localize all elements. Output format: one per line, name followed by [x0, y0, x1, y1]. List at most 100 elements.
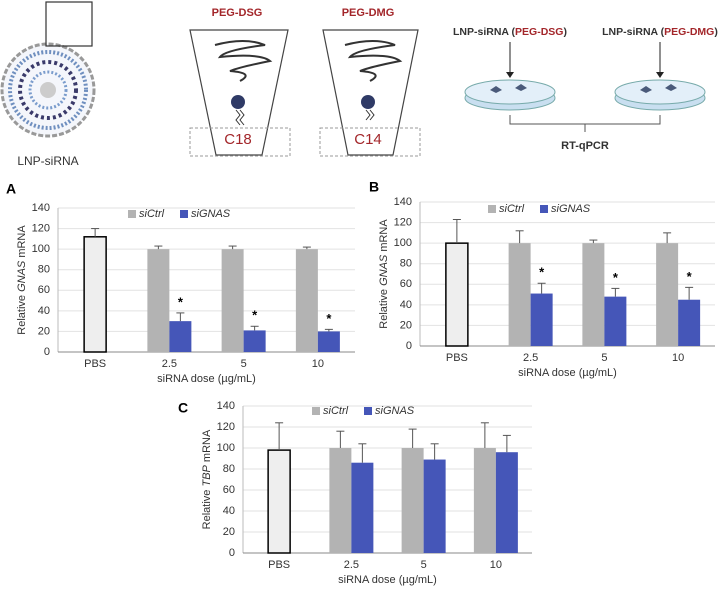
- label-part: TBP: [201, 464, 213, 486]
- error-bar: [663, 232, 672, 244]
- bar: [678, 299, 701, 346]
- x-tick-label: 5: [421, 559, 427, 571]
- chart: B 0 20 40 60 80 100 120 140 Relative GNAS mRNA siR…: [369, 179, 715, 379]
- label-part: Relative: [16, 292, 28, 335]
- chain-label: C18: [224, 131, 252, 148]
- label-part: mRNA: [201, 429, 213, 465]
- legend-label: siGNAS: [191, 208, 231, 220]
- bar: [656, 243, 679, 346]
- error-bar: [611, 287, 620, 297]
- chain-label: C14: [354, 131, 382, 148]
- bar: [267, 449, 291, 554]
- legend-label: siCtrl: [139, 208, 165, 220]
- x-axis-label: siRNA dose (µg/mL): [518, 367, 617, 379]
- x-tick-label: PBS: [446, 352, 468, 364]
- bar: [401, 448, 424, 553]
- y-axis-label: Relative TBP mRNA: [201, 429, 213, 529]
- bar: [147, 249, 170, 352]
- y-tick-label: 20: [38, 325, 50, 337]
- x-tick-label: 10: [312, 358, 324, 370]
- error-bar: [480, 422, 489, 448]
- x-tick-label: PBS: [84, 358, 106, 370]
- x-tick-label: 2.5: [523, 352, 538, 364]
- x-tick-label: 10: [490, 559, 502, 571]
- cone: [189, 29, 289, 156]
- legend-swatch: [364, 407, 372, 415]
- peg-dsg-illustration: PEG-DSG C18: [189, 7, 291, 157]
- legend-swatch: [312, 407, 320, 415]
- legend-swatch: [180, 210, 188, 218]
- error-bar: [408, 428, 417, 448]
- bar: [530, 293, 553, 346]
- lnp-ring: [18, 60, 78, 120]
- bar: [445, 242, 469, 347]
- y-tick-label: 100: [217, 442, 235, 454]
- x-tick-label: PBS: [268, 559, 290, 571]
- error-bar: [430, 443, 439, 460]
- label-part: LNP-siRNA (: [453, 26, 516, 38]
- lipid-head: [231, 95, 245, 109]
- dish-label: LNP-siRNA (PEG-DSG): [453, 26, 567, 38]
- x-axis-label: siRNA dose (µg/mL): [338, 574, 437, 586]
- legend-swatch: [128, 210, 136, 218]
- label-part: GNAS: [16, 260, 28, 292]
- significance-mark: *: [326, 311, 332, 326]
- error-bar: [502, 434, 511, 453]
- chart: C 0 20 40 60 80 100 120 140 Relative TBP mRNA siRN…: [178, 400, 532, 586]
- bar: [582, 243, 605, 346]
- error-bar: [250, 325, 259, 331]
- significance-mark: *: [252, 308, 258, 323]
- y-tick-label: 120: [32, 222, 50, 234]
- lnp-illustration: LNP-siRNA: [0, 1, 96, 168]
- x-tick-label: 2.5: [344, 559, 359, 571]
- bar: [295, 249, 318, 352]
- y-tick-label: 80: [223, 463, 235, 475]
- error-bar: [537, 282, 546, 294]
- x-tick-label: 5: [601, 352, 607, 364]
- error-bar: [154, 245, 163, 250]
- x-tick-label: 2.5: [162, 358, 177, 370]
- legend-label: siGNAS: [375, 405, 415, 417]
- y-tick-label: 20: [223, 526, 235, 538]
- legend-swatch: [540, 205, 548, 213]
- bar: [83, 236, 107, 353]
- y-tick-label: 40: [223, 505, 235, 517]
- panel-label: A: [6, 181, 16, 197]
- significance-mark: *: [539, 265, 545, 280]
- y-tick-label: 120: [217, 421, 235, 433]
- dish: [614, 79, 706, 105]
- y-tick-label: 0: [229, 547, 235, 559]
- significance-mark: *: [687, 269, 693, 284]
- y-tick-label: 140: [394, 196, 412, 208]
- label-part: Relative: [201, 487, 213, 530]
- lipid-tail: [365, 109, 375, 121]
- y-axis-label: Relative GNAS mRNA: [378, 219, 390, 329]
- dish: [464, 79, 556, 105]
- error-bar: [275, 422, 284, 451]
- error-bar: [358, 443, 367, 463]
- error-bar: [302, 246, 311, 250]
- label-part: mRNA: [378, 219, 390, 255]
- legend-label: siCtrl: [499, 203, 525, 215]
- peg-dmg-illustration: PEG-DMG C14: [319, 7, 421, 157]
- error-bar: [685, 286, 694, 300]
- label-part: GNAS: [378, 254, 390, 286]
- y-tick-label: 60: [400, 278, 412, 290]
- lnp-label: LNP-siRNA: [17, 154, 78, 168]
- legend-label: siGNAS: [551, 203, 591, 215]
- y-tick-label: 40: [38, 305, 50, 317]
- y-tick-label: 120: [394, 216, 412, 228]
- membrane: [189, 127, 291, 157]
- error-bar: [228, 245, 237, 250]
- legend-label: siCtrl: [323, 405, 349, 417]
- zoom-box: [45, 1, 93, 47]
- label-part: mRNA: [16, 225, 28, 261]
- y-tick-label: 60: [223, 484, 235, 496]
- lnp-ring: [28, 70, 68, 110]
- bar: [317, 331, 340, 352]
- label-part: PEG-DSG: [515, 26, 563, 38]
- bar: [243, 330, 266, 352]
- label-part: PEG-DMG: [664, 26, 714, 38]
- y-axis-label: Relative GNAS mRNA: [16, 225, 28, 335]
- peg-label: PEG-DSG: [212, 7, 263, 19]
